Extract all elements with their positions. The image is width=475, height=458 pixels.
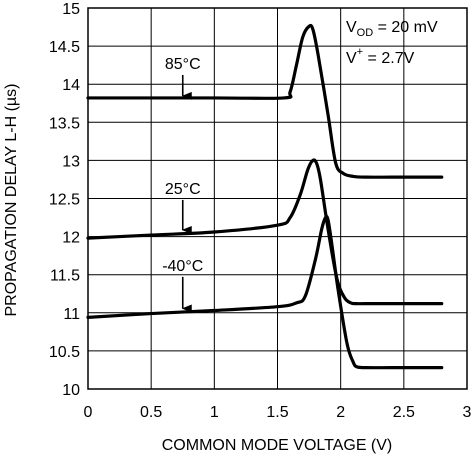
- x-tick-label: 3: [463, 404, 472, 421]
- y-tick-label: 10.5: [49, 344, 80, 361]
- condition-vod: VOD = 20 mV: [346, 19, 438, 39]
- series-line-0: [86, 23, 444, 179]
- series-label: 85°C: [165, 56, 201, 73]
- y-tick-label: 11: [63, 306, 80, 323]
- y-tick-label: 13.5: [49, 115, 80, 132]
- x-tick-labels: 0 0.5 1 1.5 2 2.5 3: [84, 404, 472, 421]
- y-tick-label: 10: [62, 382, 80, 399]
- plot-frame: [87, 7, 468, 390]
- series-line-1: [86, 158, 444, 306]
- y-tick-label: 14.5: [49, 39, 80, 56]
- x-tick-label: 2: [336, 404, 345, 421]
- x-tick-label: 0: [84, 404, 93, 421]
- series-lines: [86, 23, 444, 370]
- x-tick-label: 1.5: [266, 404, 288, 421]
- y-tick-labels: 10 10.5 11 11.5 12 12.5 13 13.5 14 14.5 15: [49, 1, 80, 399]
- y-tick-label: 14: [62, 77, 80, 94]
- y-tick-label: 12.5: [49, 192, 80, 209]
- x-axis-title: COMMON MODE VOLTAGE (V): [162, 437, 393, 454]
- y-axis-title: PROPAGATION DELAY L-H (µs): [3, 84, 20, 317]
- x-tick-label: 2.5: [393, 404, 415, 421]
- series-label: 25°C: [165, 181, 201, 198]
- y-tick-label: 11.5: [50, 268, 80, 285]
- series-line-2: [86, 214, 444, 370]
- y-tick-label: 13: [62, 153, 80, 170]
- condition-vplus: V+ = 2.7V: [346, 46, 415, 67]
- x-tick-label: 1: [210, 404, 219, 421]
- y-tick-label: 15: [62, 1, 80, 18]
- y-tick-label: 12: [62, 230, 80, 247]
- x-tick-label: 0.5: [140, 404, 162, 421]
- series-annotations: 85°C 25°C -40°C: [162, 56, 203, 313]
- series-label: -40°C: [162, 258, 203, 275]
